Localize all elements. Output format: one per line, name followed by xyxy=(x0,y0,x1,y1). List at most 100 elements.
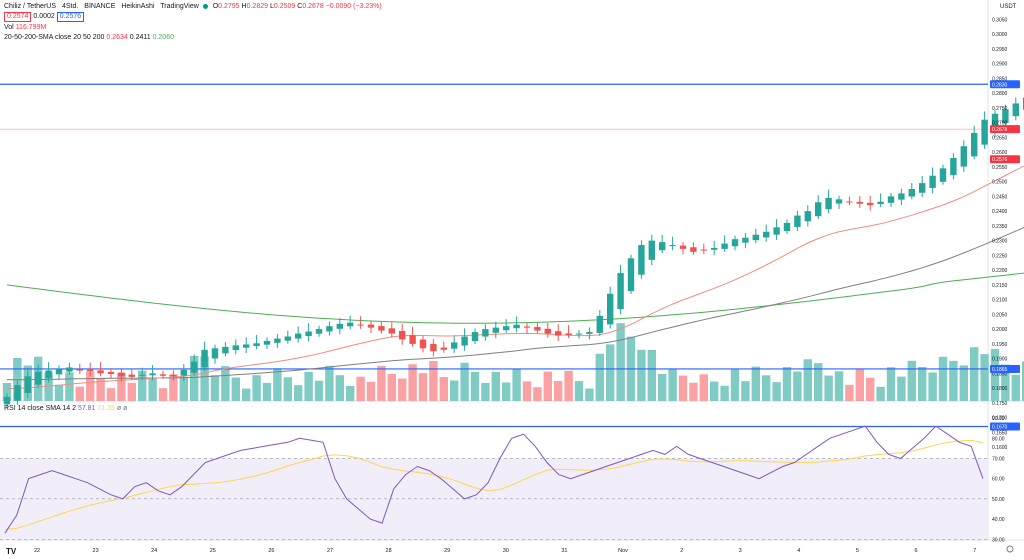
currency-label: USDT xyxy=(1000,4,1017,10)
volume-bar xyxy=(928,372,937,401)
volume-bar xyxy=(866,377,875,401)
volume-bar xyxy=(886,367,896,401)
volume-bar xyxy=(117,372,126,401)
time-tick-label: 3 xyxy=(739,548,742,554)
volume-bar xyxy=(595,353,604,401)
candle-body xyxy=(690,247,697,252)
time-tick-label: 7 xyxy=(973,548,976,554)
volume-bar xyxy=(231,377,240,401)
volume-bar xyxy=(2,383,12,401)
candle-body xyxy=(253,343,260,347)
volume-bar xyxy=(169,374,178,401)
candle-body xyxy=(118,372,125,377)
sell-price-button[interactable]: 0.2574 xyxy=(4,12,32,22)
volume-bar xyxy=(242,388,251,401)
candle-body xyxy=(451,342,458,349)
candle-body xyxy=(170,375,177,377)
candle-body xyxy=(263,340,271,345)
candle-type-label: HeikinAshi xyxy=(121,3,155,10)
candle-body xyxy=(14,385,21,401)
rsi-tick-label: 90.00 xyxy=(992,416,1005,422)
candle-body xyxy=(763,231,770,238)
time-tick-label: 30 xyxy=(503,548,509,554)
candle-body xyxy=(908,189,915,197)
volume-bar xyxy=(262,382,272,401)
rsi-tick-label: 40.00 xyxy=(992,517,1005,523)
volume-bar xyxy=(491,371,500,401)
volume-bar xyxy=(970,347,979,401)
candle-body xyxy=(835,199,843,204)
candle-body xyxy=(399,330,406,340)
volume-bar xyxy=(585,388,594,401)
candle-body xyxy=(742,237,749,243)
candle-body xyxy=(388,328,395,334)
price-tick-label: 0.2400 xyxy=(992,209,1008,215)
volume-bar xyxy=(689,382,698,401)
volume-bar xyxy=(824,375,833,401)
price-tick-label: 0.1950 xyxy=(992,342,1008,348)
candle-body xyxy=(981,119,988,145)
volume-bar xyxy=(782,367,792,401)
candle-body xyxy=(357,324,364,326)
candle-body xyxy=(513,324,520,329)
volume-bar xyxy=(522,381,532,401)
candle-body xyxy=(3,396,11,405)
rsi-tick-label: 60.00 xyxy=(992,477,1005,483)
volume-bar xyxy=(606,344,615,401)
candle-body xyxy=(825,197,832,210)
price-tick-label: 0.2950 xyxy=(992,47,1008,53)
price-tag-label: 0.2678 xyxy=(992,127,1008,133)
price-tag-bg xyxy=(990,364,1020,373)
price-tick-label: 0.2900 xyxy=(992,62,1008,68)
symbol-title[interactable]: Chiliz / TetherUS xyxy=(4,3,57,10)
price-tick-label: 0.1850 xyxy=(992,371,1008,377)
volume-bar xyxy=(834,371,844,401)
volume-bar xyxy=(75,386,84,401)
rsi-tick-label: 30.00 xyxy=(992,537,1005,543)
volume-bar xyxy=(980,354,989,401)
candle-body xyxy=(409,335,416,344)
candle-body xyxy=(523,326,531,328)
ohlc-low: 0.2509 xyxy=(273,3,296,10)
volume-bar xyxy=(678,375,688,401)
volume-bar xyxy=(533,387,542,401)
volume-bar xyxy=(158,388,168,401)
volume-bar xyxy=(876,386,885,401)
volume-bar xyxy=(814,363,823,401)
candle-body xyxy=(45,370,52,379)
candle-body xyxy=(55,368,63,375)
candle-body xyxy=(482,329,489,337)
candle-body xyxy=(638,245,645,275)
candle-body xyxy=(201,349,208,368)
volume-bar xyxy=(938,356,948,401)
price-tick-label: 0.1650 xyxy=(992,430,1008,436)
exchange-label: BINANCE xyxy=(84,3,116,10)
horizontal-levels xyxy=(0,83,988,428)
ohlc-c-label: C xyxy=(297,3,303,10)
buy-price-button[interactable]: 0.2576 xyxy=(56,12,85,22)
volume-bar xyxy=(366,381,376,401)
candle-body xyxy=(336,323,343,329)
volume-legend[interactable]: Vol 116.799M xyxy=(4,23,46,32)
ohlc-change: −0.0090 (−3.23%) xyxy=(325,3,382,10)
rsi-legend[interactable]: RSI 14 close SMA 14 2 57.81 71.35 ø ø xyxy=(4,404,127,413)
time-tick-label: 2 xyxy=(680,548,683,554)
volume-bar xyxy=(346,386,355,401)
rsi-tick-label: 50.00 xyxy=(992,497,1005,503)
candle-body xyxy=(159,374,167,376)
candle-body xyxy=(180,369,187,376)
time-tick-label: 22 xyxy=(34,548,40,554)
time-tick-label: 31 xyxy=(561,548,567,554)
interval-label[interactable]: 4Std. xyxy=(61,3,79,10)
candle-body xyxy=(867,202,874,206)
legend-title-row: Chiliz / TetherUS 4Std. BINANCE HeikinAs… xyxy=(4,2,382,11)
time-tick-label: 27 xyxy=(327,548,333,554)
sma-legend[interactable]: 20-50-200-SMA close 20 50 200 0.2634 0.2… xyxy=(4,33,174,42)
settings-gear-icon[interactable] xyxy=(1006,545,1014,553)
volume-bar xyxy=(1001,364,1010,401)
candle-body xyxy=(430,343,437,352)
volume-bar xyxy=(179,377,188,401)
volume-bar xyxy=(751,366,760,401)
time-tick-label: 23 xyxy=(93,548,99,554)
